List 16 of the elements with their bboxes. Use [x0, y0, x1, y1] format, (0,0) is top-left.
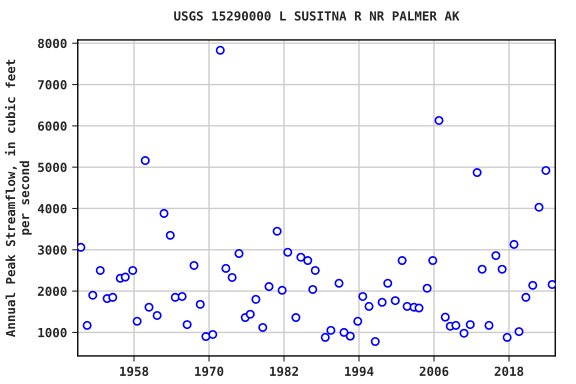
y-tick-label: 2000 — [38, 286, 67, 296]
chart-title: USGS 15290000 L SUSITNA R NR PALMER AK — [174, 11, 460, 21]
x-tick-label: 1958 — [120, 366, 148, 376]
x-tick-label: 2006 — [420, 366, 448, 376]
y-tick-label: 4000 — [38, 204, 67, 214]
y-tick-label: 7000 — [38, 80, 67, 90]
y-axis-title: Annual Peak Streamflow, in cubic feet per second — [4, 60, 32, 337]
y-tick-label: 1000 — [38, 328, 67, 338]
x-tick-label: 1970 — [195, 366, 224, 376]
y-tick-label: 3000 — [38, 245, 67, 255]
y-tick-label: 5000 — [38, 162, 67, 172]
x-tick-label: 2018 — [494, 366, 524, 376]
y-tick-label: 8000 — [38, 38, 67, 48]
x-tick-label: 1994 — [345, 366, 374, 376]
x-tick-label: 1982 — [270, 366, 298, 376]
y-tick-label: 6000 — [38, 121, 67, 131]
